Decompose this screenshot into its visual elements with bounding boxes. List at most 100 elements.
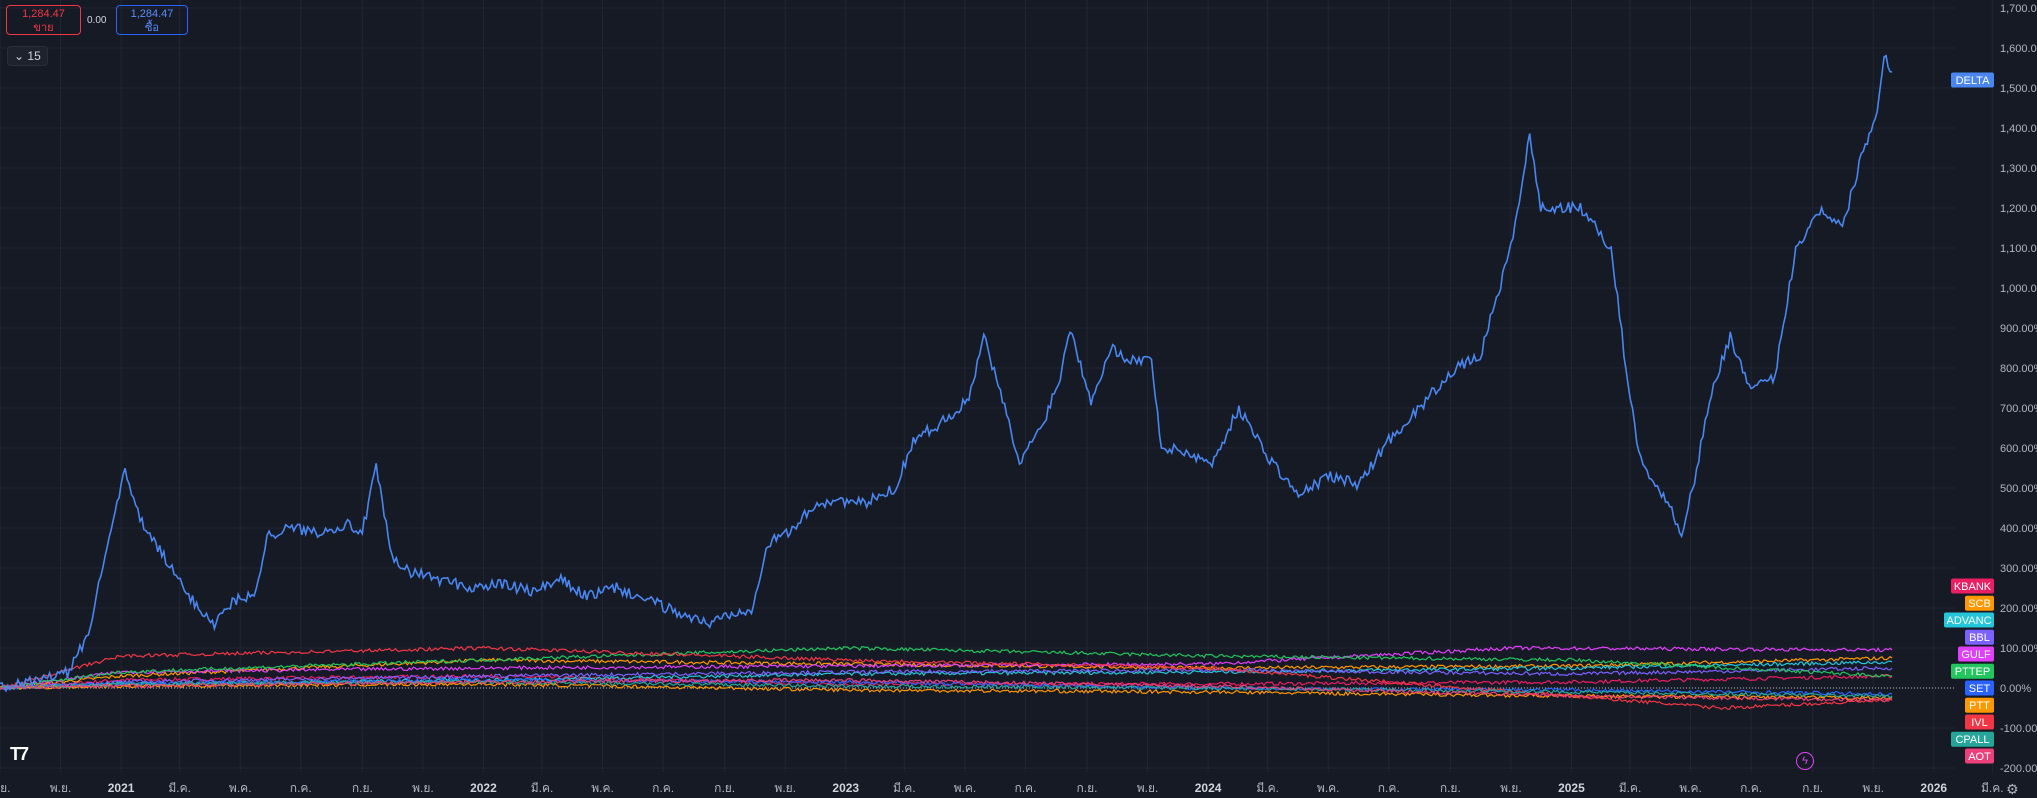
series-tag-label: IVL: [1971, 717, 1988, 729]
x-tick-label: พ.ย.: [412, 781, 434, 795]
buy-price: 1,284.47: [130, 8, 174, 20]
y-tick-label: 1,600.00%: [2000, 43, 2037, 55]
series-tag-label: SET: [1969, 683, 1991, 695]
x-tick-label: ก.ค.: [1378, 781, 1400, 795]
y-tick-label: 200.00%: [2000, 603, 2037, 615]
y-tick-label: 800.00%: [2000, 363, 2037, 375]
spread-value: 0.00: [87, 15, 107, 26]
x-tick-label: ก.ย.: [714, 781, 735, 795]
series-line-delta: [0, 54, 1893, 693]
x-tick-label: 2021: [108, 781, 135, 795]
series-line-bbl: [0, 666, 1893, 691]
x-tick-label: 2025: [1558, 781, 1585, 795]
y-tick-label: 700.00%: [2000, 403, 2037, 415]
x-tick-label: มี.ค.: [531, 781, 554, 795]
series-line-ivl: [0, 645, 1893, 711]
y-tick-label: -200.00%: [2000, 763, 2037, 775]
tradingview-logo[interactable]: T7: [10, 744, 29, 764]
series-line-set: [0, 677, 1893, 697]
series-line-gulf: [0, 645, 1893, 689]
y-tick-label: 300.00%: [2000, 563, 2037, 575]
price-axis[interactable]: 1,700.00% 1,600.00% 1,500.00% 1,400.00% 1,30…: [2000, 3, 2037, 775]
x-tick-label: มี.ค.: [1256, 781, 1279, 795]
x-tick-label: พ.ค.: [1317, 781, 1340, 795]
sell-label: ขาย: [33, 22, 54, 34]
x-tick-label: ก.ค.: [1014, 781, 1036, 795]
series-line-pttep: [0, 645, 1893, 689]
x-tick-label: พ.ย.: [1137, 781, 1159, 795]
y-tick-label: 1,700.00%: [2000, 3, 2037, 15]
interval-button[interactable]: ⌄ 15: [7, 46, 48, 66]
x-tick-label: มี.ค.: [893, 781, 916, 795]
lightning-icon[interactable]: ϟ: [1796, 752, 1814, 770]
series-tag-label: AOT: [1968, 751, 1991, 763]
x-tick-label: พ.ย.: [50, 781, 72, 795]
series-tag-label: ADVANC: [1946, 615, 1991, 627]
x-tick-label: มี.ค.: [1981, 781, 2004, 795]
x-tick-label: ก.ย.: [1440, 781, 1461, 795]
series-tag-ivl: IVL: [1965, 714, 1994, 730]
series-line-aot: [0, 677, 1893, 703]
x-tick-label: 2026: [1920, 781, 1947, 795]
series-tags: DELTA KBANK SCB ADVANC BBL GULF PTTEP SET PTT IVL…: [1944, 72, 1994, 764]
y-tick-label: -100.00%: [2000, 723, 2037, 735]
series-line-scb: [0, 655, 1893, 690]
series-tag-label: CPALL: [1955, 734, 1989, 746]
y-tick-label: 1,400.00%: [2000, 123, 2037, 135]
interval-value: 15: [27, 49, 41, 63]
series-layer: [0, 54, 1893, 711]
x-tick-label: ก.ค.: [290, 781, 312, 795]
y-tick-label: 0.00%: [2000, 683, 2031, 695]
y-tick-label: 500.00%: [2000, 483, 2037, 495]
series-tag-label: DELTA: [1956, 75, 1990, 87]
y-tick-label: 1,200.00%: [2000, 203, 2037, 215]
series-tag-label: PTTEP: [1955, 666, 1990, 678]
chart-grid: [0, 0, 1993, 772]
x-tick-label: พ.ย.: [1500, 781, 1522, 795]
series-tag-cpall: CPALL: [1951, 731, 1994, 747]
x-tick-label: พ.ย.: [1862, 781, 1884, 795]
series-tag-label: GULF: [1961, 649, 1991, 661]
series-line-ptt: [0, 681, 1893, 701]
x-tick-label: ก.ย.: [352, 781, 373, 795]
y-tick-label: 1,100.00%: [2000, 243, 2037, 255]
series-tag-kbank: KBANK: [1951, 578, 1994, 594]
series-tag-advanc: ADVANC: [1944, 612, 1994, 628]
chevron-down-icon: ⌄: [14, 49, 25, 63]
series-tag-gulf: GULF: [1958, 646, 1994, 662]
series-tag-pttep: PTTEP: [1951, 663, 1994, 679]
gear-icon[interactable]: ⚙: [2006, 781, 2019, 797]
series-tag-label: PTT: [1969, 700, 1990, 712]
series-tag-aot: AOT: [1965, 748, 1994, 764]
x-tick-label: มี.ค.: [168, 781, 191, 795]
series-tag-ptt: PTT: [1965, 697, 1994, 713]
y-tick-label: 1,300.00%: [2000, 163, 2037, 175]
y-tick-label: 400.00%: [2000, 523, 2037, 535]
x-tick-label: พ.ย.: [774, 781, 796, 795]
series-tag-label: SCB: [1968, 598, 1991, 610]
x-tick-label: 2022: [470, 781, 497, 795]
x-tick-label: 2024: [1195, 781, 1222, 795]
x-tick-label: พ.ค.: [1679, 781, 1702, 795]
series-tag-set: SET: [1965, 680, 1994, 696]
x-tick-label: ก.ย.: [1802, 781, 1823, 795]
time-axis[interactable]: ก.ย. พ.ย. 2021 มี.ค. พ.ค. ก.ค. ก.ย. พ.ย. 2022 มี.…: [0, 781, 2004, 795]
y-tick-label: 100.00%: [2000, 643, 2037, 655]
series-tag-label: KBANK: [1954, 581, 1992, 593]
series-tag-bbl: BBL: [1965, 629, 1994, 645]
x-tick-label: พ.ค.: [954, 781, 977, 795]
x-tick-label: พ.ค.: [591, 781, 614, 795]
series-tag-scb: SCB: [1965, 595, 1994, 611]
x-tick-label: 2023: [832, 781, 859, 795]
series-tag-label: BBL: [1969, 632, 1990, 644]
x-tick-label: ก.ย.: [0, 781, 10, 795]
series-tag-delta: DELTA: [1951, 72, 1994, 88]
y-tick-label: 600.00%: [2000, 443, 2037, 455]
buy-button[interactable]: 1,284.47 ซื้อ: [116, 5, 188, 35]
x-tick-label: มี.ค.: [1619, 781, 1642, 795]
y-tick-label: 900.00%: [2000, 323, 2037, 335]
x-tick-label: พ.ค.: [229, 781, 252, 795]
x-tick-label: ก.ค.: [1740, 781, 1762, 795]
sell-button[interactable]: 1,284.47 ขาย: [6, 5, 81, 35]
